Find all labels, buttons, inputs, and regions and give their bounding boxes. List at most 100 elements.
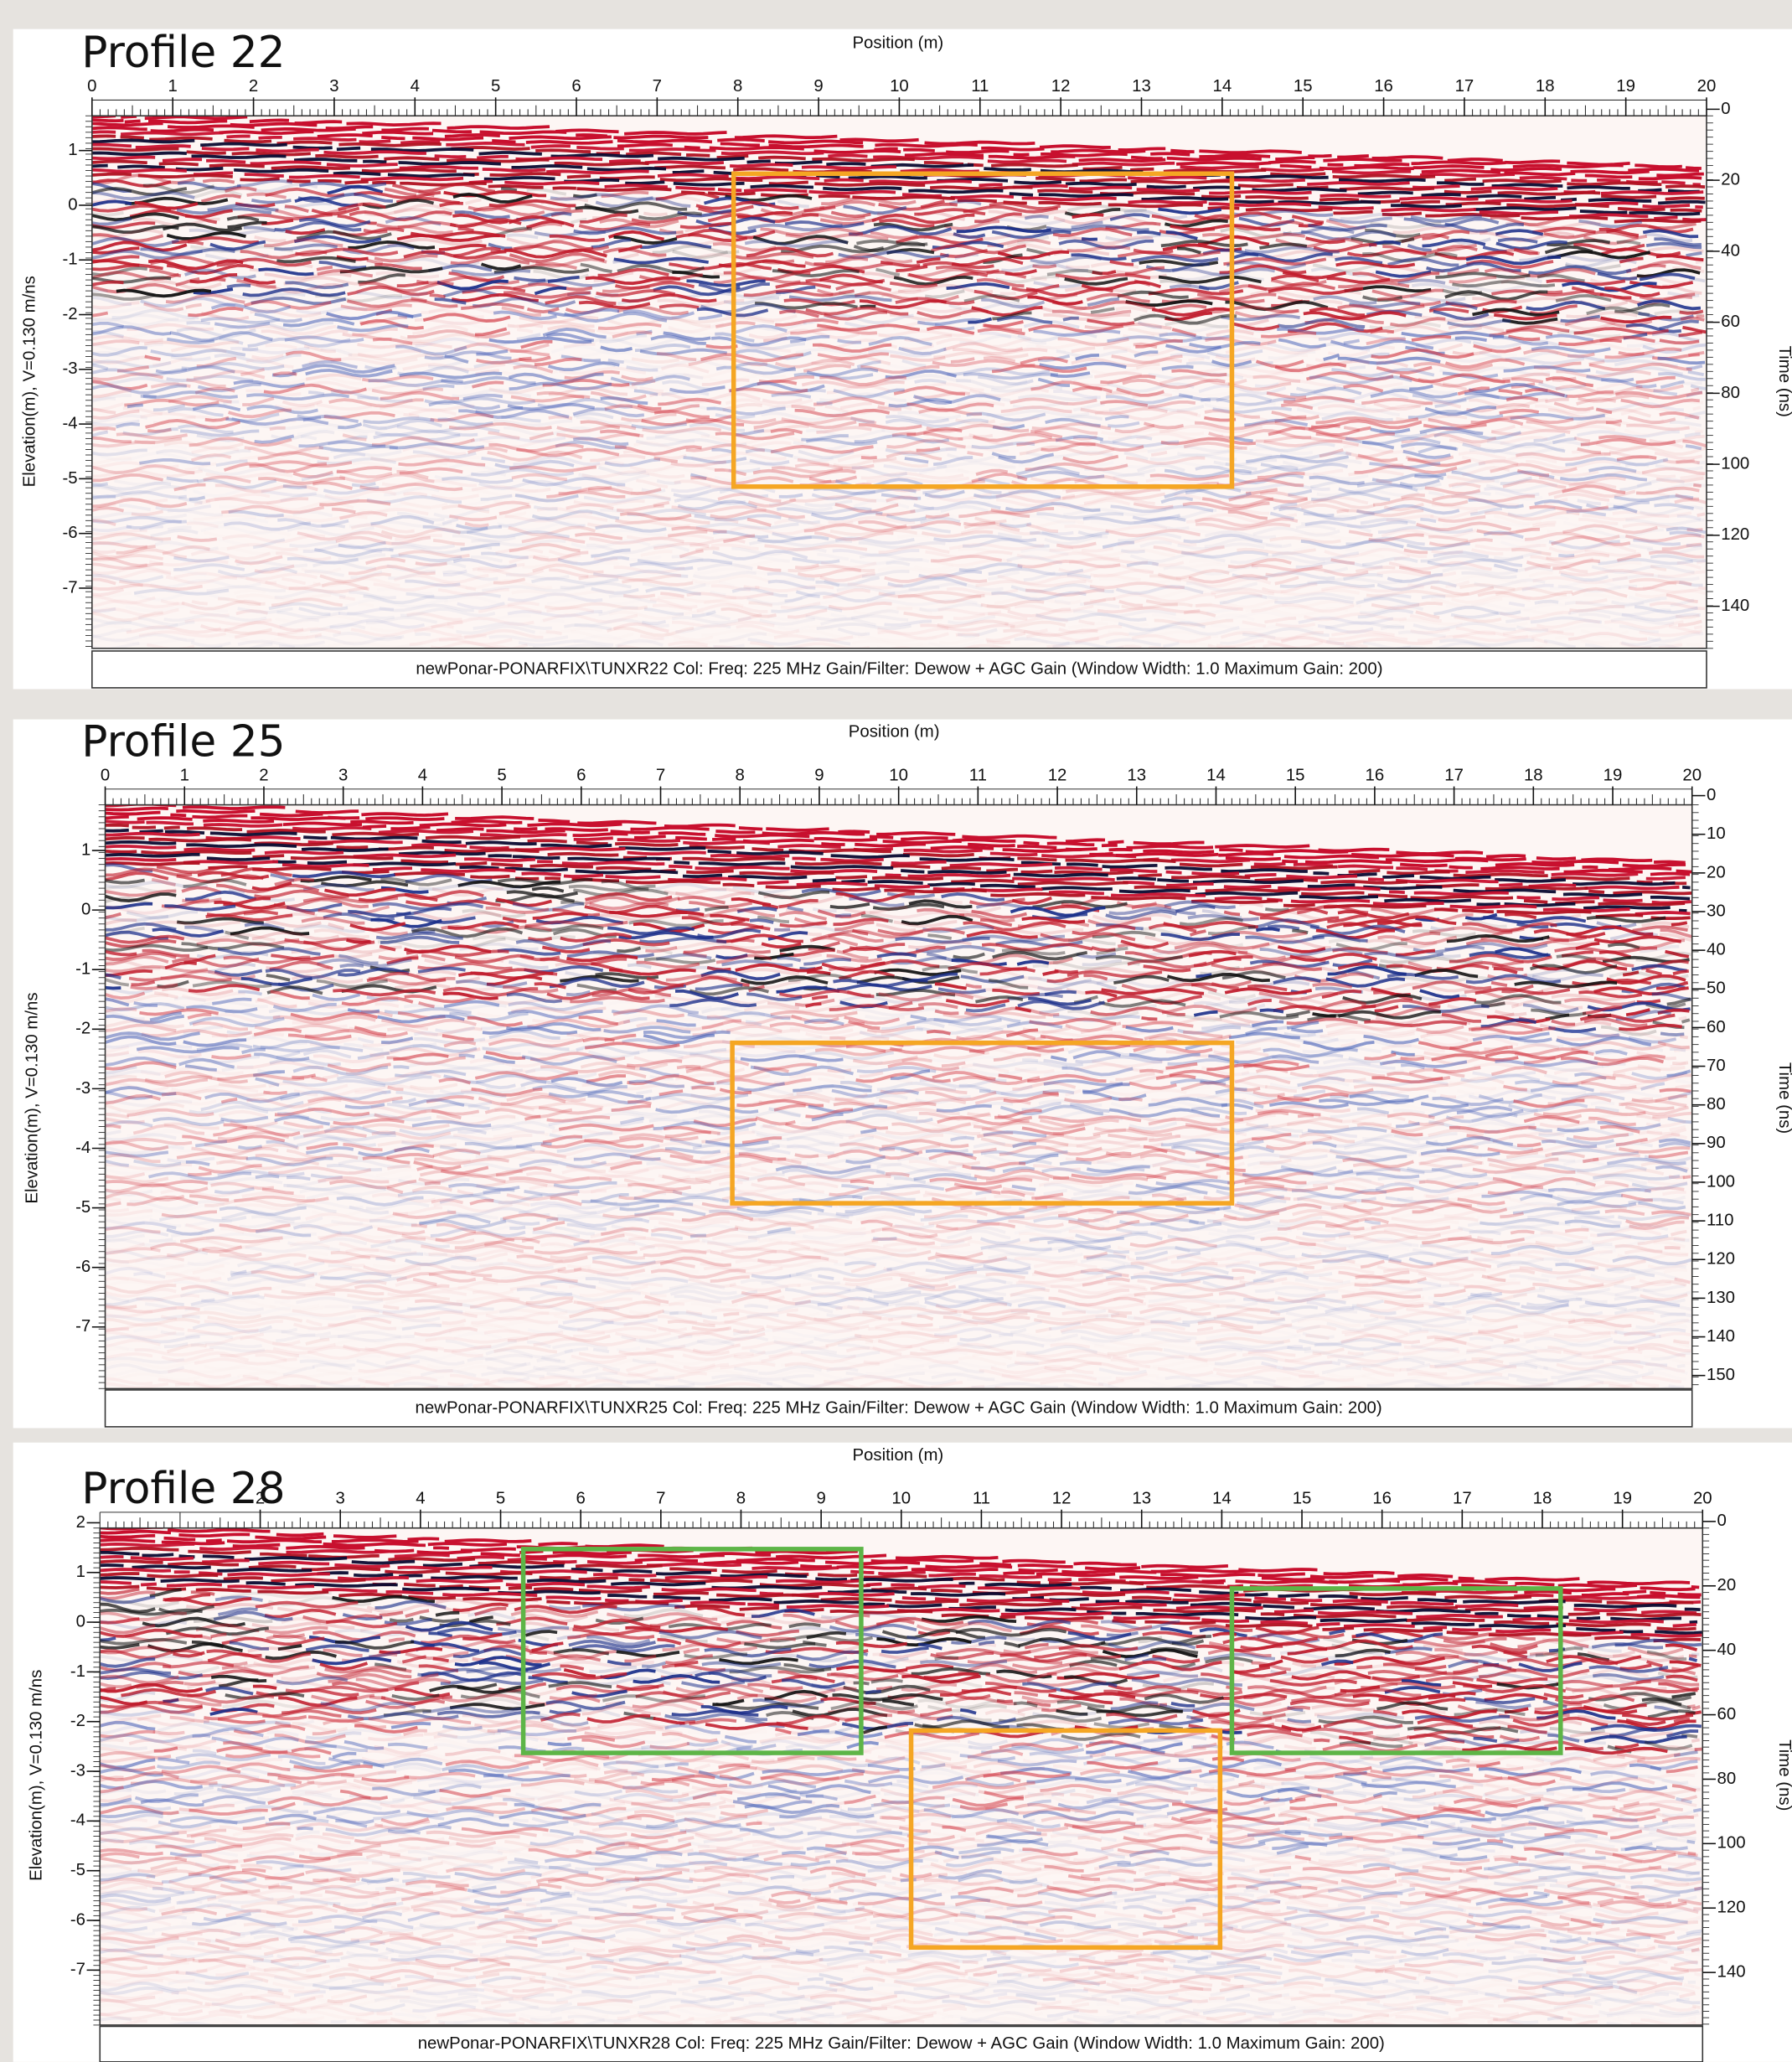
reflection [1614,218,1702,224]
reflection [1627,416,1676,424]
reflection [712,643,745,649]
reflection [1227,558,1292,569]
reflection [869,911,949,919]
reflection [1207,925,1256,936]
reflection [1523,349,1595,359]
reflection [1629,1030,1676,1041]
reflection [1665,184,1706,189]
reflection [1400,862,1448,868]
reflection [399,467,463,475]
reflection [914,208,986,216]
reflection [1256,927,1280,933]
reflection [1658,371,1706,381]
reflection [1645,490,1670,499]
reflection [1462,922,1557,933]
reflection [389,442,485,450]
reflection [978,953,1073,965]
reflection [730,938,755,943]
reflection [105,985,153,995]
reflection [1205,887,1300,893]
reflection [1254,877,1319,882]
reflection [1032,264,1057,269]
reflection [547,307,620,318]
reflection [546,990,650,1000]
reflection [190,453,232,463]
reflection [348,353,444,362]
reflection [1321,411,1393,422]
reflection [566,950,654,959]
reflection [593,447,611,454]
reflection [1449,482,1481,488]
reflection [1296,407,1400,417]
reflection [785,907,810,916]
reflection [91,217,132,226]
reflection [140,394,157,399]
reflection [276,610,341,619]
reflection [884,619,932,627]
reflection [869,835,894,840]
reflection [349,590,396,600]
reflection [968,433,994,439]
reflection [303,940,375,952]
reflection [1679,309,1704,315]
reflection [433,508,490,519]
reflection [467,202,571,212]
reflection [679,221,736,230]
reflection [860,456,877,460]
reflection [668,640,709,648]
reflection [415,337,511,348]
reflection [1269,511,1294,521]
reflection [1296,385,1337,394]
reflection [353,861,457,867]
reflection [91,246,140,255]
reflection [1397,630,1446,638]
reflection [1584,173,1633,179]
reflection [91,599,179,609]
reflection [607,926,695,936]
reflection [293,137,357,142]
reflection [963,520,996,527]
reflection [510,395,591,403]
reflection [216,257,312,267]
reflection [1037,189,1093,194]
reflection [1631,964,1687,973]
reflection [91,620,195,630]
reflection [762,902,779,910]
reflection [250,160,322,166]
reflection [1176,409,1201,418]
reflection [1516,452,1611,462]
reflection [470,555,504,563]
reflection [1380,624,1405,631]
reflection [183,878,247,888]
reflection [1420,554,1524,563]
reflection [828,966,869,974]
reflection [269,960,333,971]
reflection [866,476,970,484]
reflection [1497,237,1538,244]
reflection [596,866,652,871]
reflection [166,476,199,483]
reflection [1445,201,1501,207]
reflection [1665,526,1707,535]
reflection [1351,853,1454,858]
reflection [881,493,922,500]
reflection [1433,907,1459,912]
reflection [758,155,806,161]
reflection [906,402,994,412]
reflection [1175,324,1271,333]
reflection [712,837,736,841]
reflection [975,468,1009,477]
reflection [1102,864,1158,869]
reflection [1484,248,1541,258]
reflection [503,291,591,299]
reflection [1420,1031,1469,1042]
reflection [1636,1051,1676,1061]
reflection [701,1007,765,1017]
reflection [1419,173,1516,178]
reflection [1423,1036,1519,1047]
reflection [780,602,821,610]
reflection [1526,300,1606,311]
reflection [209,277,226,282]
reflection [1370,388,1459,399]
reflection [575,532,623,540]
